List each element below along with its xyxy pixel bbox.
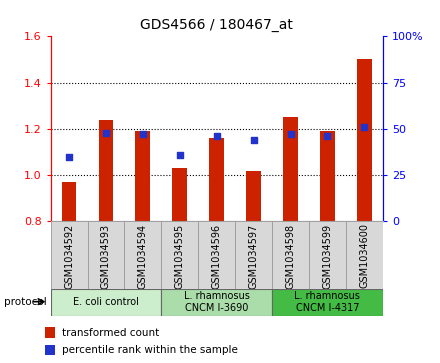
Bar [272,289,383,316]
Point [250,137,257,143]
Text: E. coli control: E. coli control [73,297,139,307]
Bar [45,345,55,355]
Point [103,130,110,135]
Point [324,133,331,139]
Text: GSM1034600: GSM1034600 [359,224,369,289]
Bar [209,138,224,221]
Bar [357,60,372,221]
Point [176,152,183,158]
Text: GSM1034594: GSM1034594 [138,224,148,289]
Bar [283,117,298,221]
Text: GSM1034599: GSM1034599 [323,224,333,289]
Bar [51,289,161,316]
Text: GSM1034596: GSM1034596 [212,224,222,289]
Bar [51,221,88,289]
Text: GSM1034598: GSM1034598 [286,224,296,289]
Text: GSM1034593: GSM1034593 [101,224,111,289]
Bar [235,221,272,289]
Text: GSM1034592: GSM1034592 [64,224,74,289]
Bar [161,221,198,289]
Bar [320,131,335,221]
Bar [198,221,235,289]
Point [361,124,368,130]
Bar [45,327,55,338]
Bar [172,168,187,221]
Bar [99,120,114,221]
Bar [272,221,309,289]
Bar [125,221,161,289]
Point [213,133,220,139]
Text: protocol: protocol [4,297,47,307]
Bar [62,182,77,221]
Bar [309,221,346,289]
Text: GSM1034597: GSM1034597 [249,224,259,289]
Text: L. rhamnosus
CNCM I-4317: L. rhamnosus CNCM I-4317 [294,291,360,313]
Point [287,131,294,137]
Point [139,131,147,137]
Bar [136,131,150,221]
Bar [88,221,125,289]
Bar [246,171,261,221]
Title: GDS4566 / 180467_at: GDS4566 / 180467_at [140,19,293,33]
Point [66,154,73,160]
Text: GSM1034595: GSM1034595 [175,224,185,289]
Bar [161,289,272,316]
Text: percentile rank within the sample: percentile rank within the sample [62,345,238,355]
Bar [346,221,383,289]
Text: transformed count: transformed count [62,327,159,338]
Text: L. rhamnosus
CNCM I-3690: L. rhamnosus CNCM I-3690 [184,291,249,313]
